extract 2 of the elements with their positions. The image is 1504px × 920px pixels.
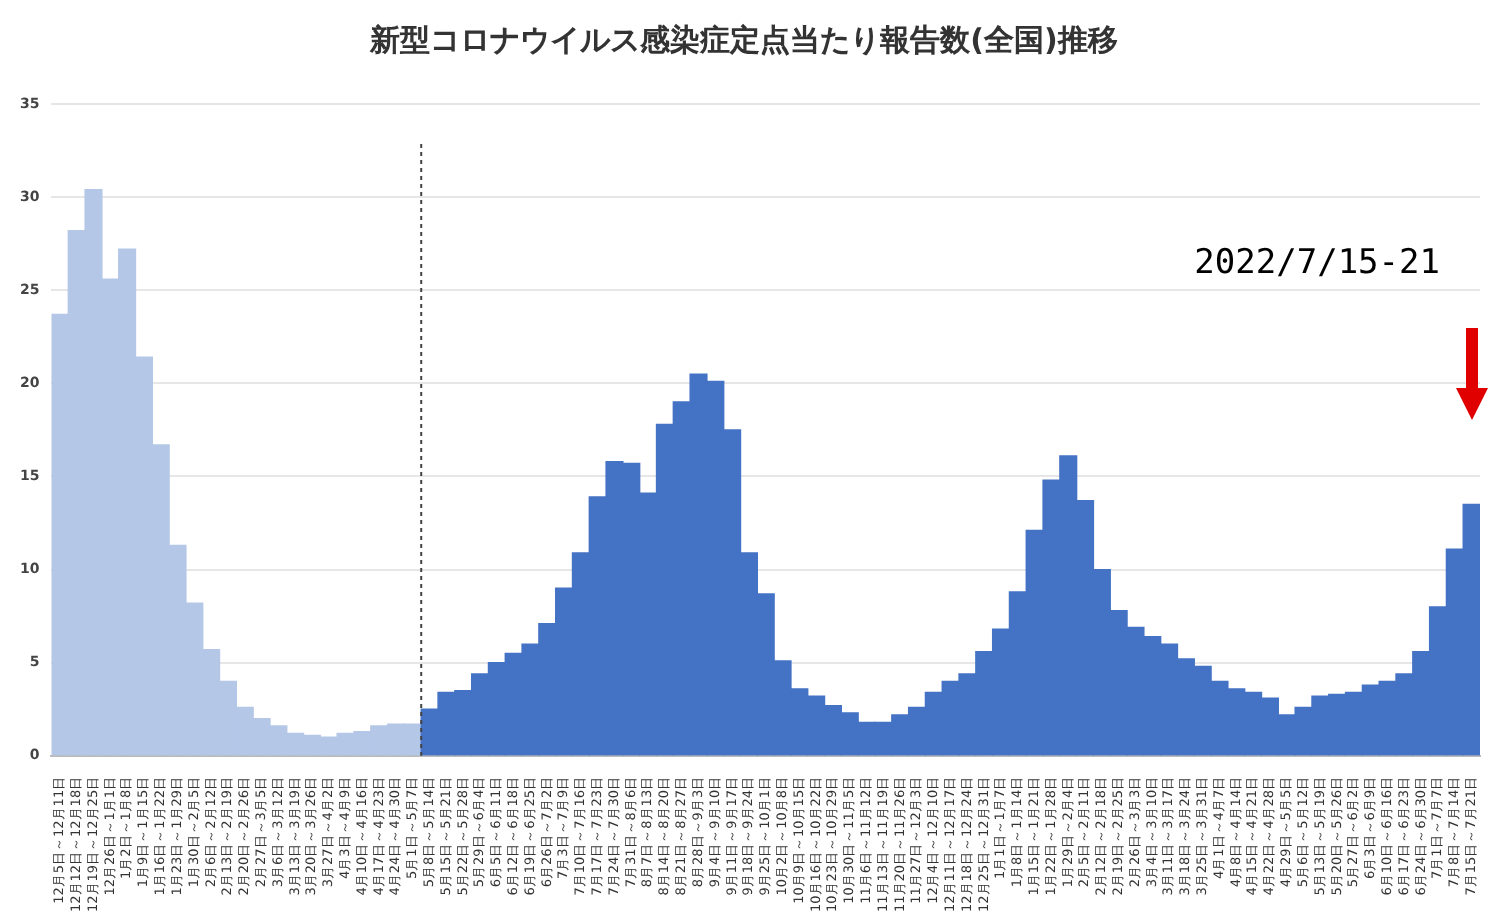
- annotation: 2022/7/15-21: [1194, 242, 1440, 283]
- chart-title: 新型コロナウイルス感染症定点当たり報告数(全国)推移: [368, 21, 1118, 58]
